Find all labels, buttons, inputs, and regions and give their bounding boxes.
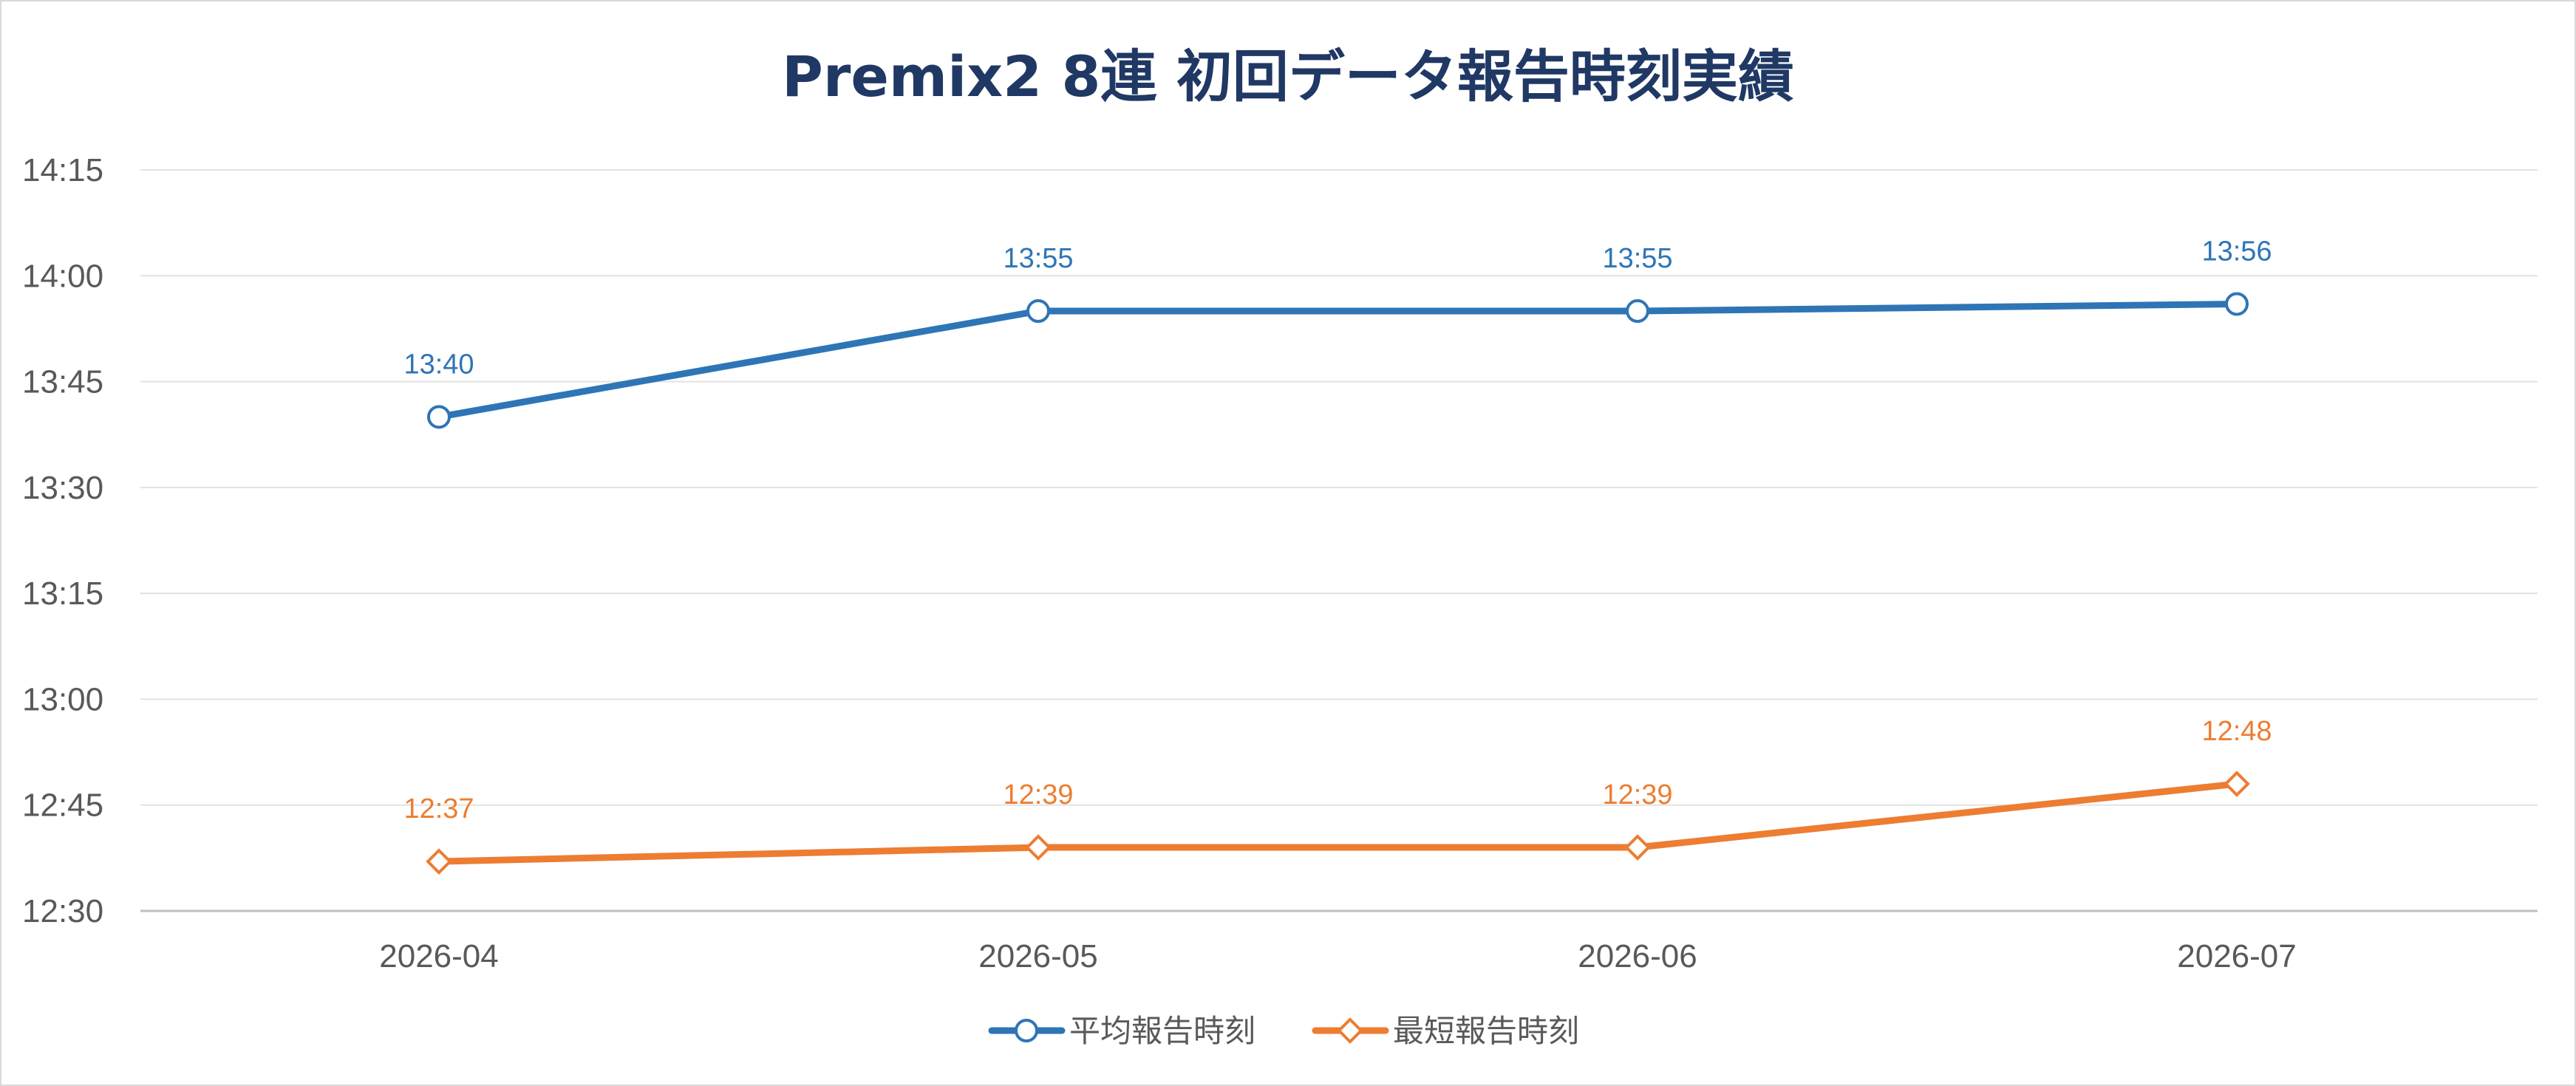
y-tick-label: 14:15 [22, 152, 103, 188]
x-tick-label: 2026-04 [379, 938, 498, 974]
y-tick-label: 14:00 [22, 258, 103, 294]
y-tick-label: 13:45 [22, 364, 103, 400]
data-label: 12:39 [1003, 779, 1073, 810]
legend-label: 最短報告時刻 [1393, 1013, 1579, 1049]
y-tick-label: 12:30 [22, 893, 103, 929]
data-label: 13:55 [1003, 243, 1073, 274]
legend-item: 最短報告時刻 [1312, 1013, 1579, 1049]
y-tick-label: 13:15 [22, 576, 103, 612]
series-2: 12:37 12:39 12:39 12:48 [403, 716, 2272, 875]
y-tick-label: 13:00 [22, 681, 103, 717]
data-label: 12:48 [2201, 716, 2272, 747]
x-tick-label: 2026-05 [978, 938, 1097, 974]
legend-item: 平均報告時刻 [988, 1013, 1255, 1049]
legend: 平均報告時刻 最短報告時刻 [988, 1013, 1579, 1049]
legend-marker [1337, 1017, 1363, 1044]
data-point-marker [1026, 299, 1050, 324]
data-point-marker [1624, 834, 1651, 861]
data-point-marker [2225, 292, 2249, 316]
x-tick-label: 2026-06 [1578, 938, 1697, 974]
y-tick-label: 12:45 [22, 788, 103, 824]
series-layer: 13:40 13:55 13:55 13:56 12:37 12:39 12:39 12:48 [403, 236, 2272, 875]
legend-label: 平均報告時刻 [1069, 1013, 1255, 1049]
x-tick-label: 2026-07 [2177, 938, 2296, 974]
data-point-marker [426, 848, 452, 875]
legend-marker [1015, 1019, 1038, 1042]
data-point-marker [1025, 834, 1052, 861]
x-axis-tick-labels: 2026-04 2026-05 2026-06 2026-07 [379, 938, 2296, 974]
data-point-marker [2224, 771, 2250, 797]
data-label: 13:40 [403, 349, 474, 380]
data-point-marker [1626, 299, 1649, 324]
chart-title: Premix2 8連 初回データ報告時刻実績 [782, 44, 1794, 109]
data-label: 13:55 [1602, 243, 1672, 274]
y-tick-label: 13:30 [22, 470, 103, 506]
data-label: 12:37 [403, 793, 474, 824]
gridlines [140, 169, 2538, 912]
data-label: 12:39 [1602, 779, 1672, 810]
data-label: 13:56 [2201, 236, 2272, 267]
series-line [435, 300, 2241, 420]
data-point-marker [427, 405, 451, 429]
series-line [435, 780, 2241, 865]
series-1: 13:40 13:55 13:55 13:56 [403, 236, 2272, 429]
y-axis-tick-labels: 12:30 12:45 13:00 13:15 13:30 13:45 14:00 14:15 [22, 152, 103, 929]
